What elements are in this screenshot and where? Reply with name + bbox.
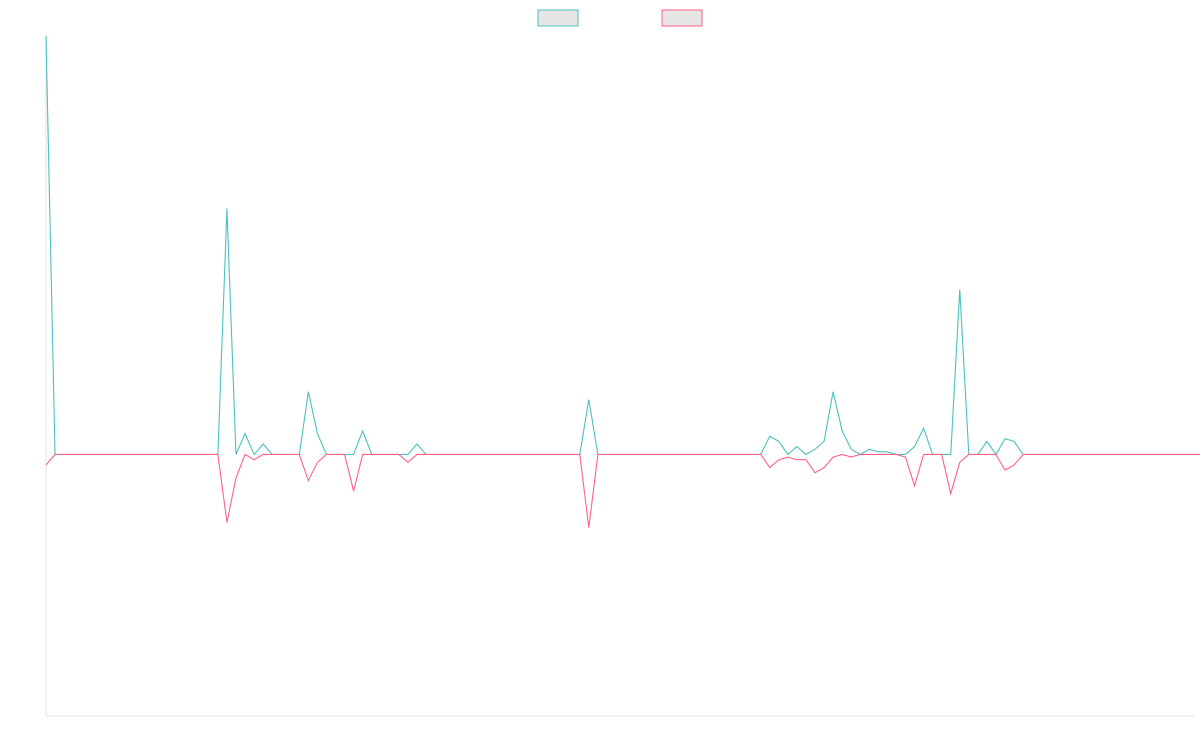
series-line-2 — [45, 453, 1200, 528]
axes — [45, 36, 1195, 717]
legend-swatch-2[interactable] — [661, 9, 703, 27]
series-line-1 — [45, 35, 1200, 456]
legend[interactable] — [537, 9, 703, 27]
legend-swatch-1[interactable] — [537, 9, 579, 27]
series-layer — [45, 35, 1200, 528]
